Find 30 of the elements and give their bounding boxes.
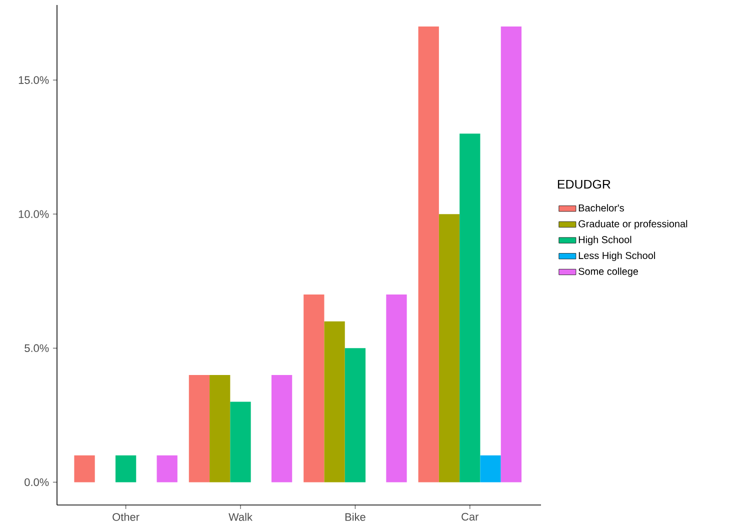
- x-tick-label: Car: [462, 512, 479, 521]
- bar: [210, 374, 230, 482]
- bar: [418, 26, 439, 482]
- bar: [156, 455, 178, 482]
- bar: [324, 321, 345, 482]
- x-tick-label: Bike: [345, 512, 366, 521]
- x-tick-label: Walk: [228, 512, 252, 521]
- bar: [188, 374, 210, 482]
- bar: [271, 374, 292, 482]
- bar: [480, 455, 501, 482]
- bar: [230, 402, 251, 482]
- legend-label: High School: [578, 236, 632, 246]
- y-tick-label: 5.0%: [24, 344, 49, 352]
- x-tick-label: Other: [112, 512, 140, 521]
- y-tick-label: 15.0%: [18, 76, 49, 84]
- bar: [344, 348, 366, 482]
- legend-label: Less High School: [578, 252, 655, 262]
- bar: [386, 294, 407, 482]
- y-tick-label: 10.0%: [18, 210, 49, 218]
- bar: [460, 134, 480, 482]
- bar: [500, 26, 522, 482]
- bar: [115, 455, 136, 482]
- bar: [438, 214, 460, 482]
- bar: [304, 294, 324, 482]
- legend-label: Bachelor's: [578, 204, 624, 212]
- legend-label: Some college: [578, 268, 638, 277]
- bar: [74, 455, 95, 482]
- legend-label: Graduate or professional: [578, 220, 688, 230]
- legend-title: EDUDGR: [558, 180, 610, 189]
- y-tick-label: 0.0%: [24, 478, 49, 486]
